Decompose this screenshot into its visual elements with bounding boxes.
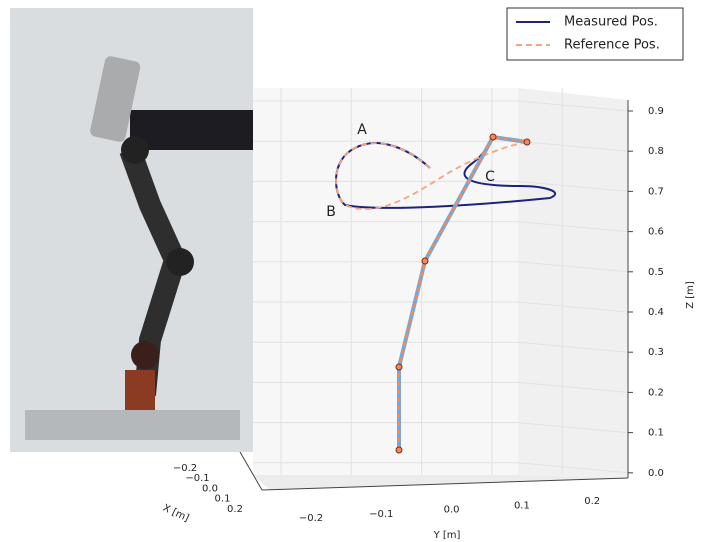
y-axis-label: Y [m] [433, 530, 461, 541]
joint [396, 447, 402, 453]
plot: A B C 0.9 0.8 0.7 0.6 0.5 0.4 0.3 0.2 0.1 0.0 −0.2… [0, 0, 708, 542]
z-tick-label: 0.3 [648, 347, 664, 358]
z-tick-label: 0.1 [648, 428, 664, 439]
joint [422, 258, 428, 264]
y-tick-label: 0.0 [444, 505, 460, 516]
z-tick-label: 0.8 [648, 146, 664, 157]
back-pane [253, 88, 518, 475]
z-tick-label: 0.7 [648, 186, 664, 197]
z-tick-label: 0.6 [648, 227, 664, 238]
legend-label: Measured Pos. [564, 15, 658, 30]
y-tick-label: −0.1 [369, 509, 393, 520]
x-axis-label: X [m] [161, 503, 191, 525]
z-tick-label: 0.9 [648, 106, 664, 117]
joint [396, 364, 402, 370]
y-tick-label: 0.1 [514, 500, 530, 511]
legend-label: Reference Pos. [564, 38, 660, 53]
z-tick-label: 0.2 [648, 387, 664, 398]
figure: A B C 0.9 0.8 0.7 0.6 0.5 0.4 0.3 0.2 0.1 0.0 −0.2… [0, 0, 708, 542]
joint [524, 139, 530, 145]
z-tick-label: 0.4 [648, 307, 664, 318]
joint [490, 134, 496, 140]
y-tick-label: −0.2 [299, 513, 323, 524]
annotation: A [357, 122, 367, 138]
annotation: B [326, 204, 336, 220]
photo [10, 8, 253, 452]
annotation: C [485, 169, 495, 185]
x-tick-label: 0.2 [227, 504, 243, 515]
y-tick-label: 0.2 [584, 496, 600, 507]
z-tick-label: 0.5 [648, 267, 664, 278]
floor-pane [253, 475, 628, 490]
z-axis-label: Z [m] [685, 281, 696, 309]
z-tick-label: 0.0 [648, 468, 664, 479]
